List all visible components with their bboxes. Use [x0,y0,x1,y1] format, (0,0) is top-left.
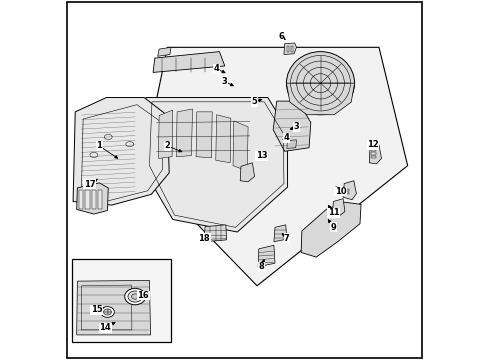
Text: 7: 7 [284,234,289,243]
Text: 6: 6 [278,32,284,41]
Text: 1: 1 [96,141,102,150]
Bar [72,259,171,342]
Bar [371,152,375,155]
Text: 12: 12 [366,140,378,149]
Polygon shape [284,43,296,54]
Text: 13: 13 [255,151,267,160]
Bar [98,190,102,209]
Text: 8: 8 [258,262,264,271]
Polygon shape [204,225,226,242]
Ellipse shape [286,51,354,115]
Ellipse shape [124,288,145,305]
Polygon shape [301,202,360,257]
Bar [290,46,292,52]
Text: 2: 2 [164,141,170,150]
Text: 10: 10 [334,187,346,196]
Text: 4: 4 [284,133,289,142]
Polygon shape [73,98,169,205]
Polygon shape [77,183,108,214]
Text: 16: 16 [137,291,149,300]
Ellipse shape [128,291,142,302]
Bar [345,192,348,194]
Polygon shape [233,121,247,171]
Ellipse shape [131,294,139,299]
Polygon shape [332,199,344,217]
Text: 3: 3 [293,122,299,131]
Text: 5: 5 [251,97,257,106]
Ellipse shape [101,307,114,318]
Bar [286,46,289,52]
Text: 15: 15 [91,305,102,314]
Polygon shape [368,145,381,164]
Polygon shape [153,51,224,72]
Polygon shape [258,245,274,267]
Polygon shape [158,47,171,56]
Polygon shape [273,225,286,242]
Bar [345,189,348,191]
Ellipse shape [103,309,111,315]
Bar [85,190,89,209]
Polygon shape [196,112,212,158]
Polygon shape [176,109,192,157]
Polygon shape [273,101,310,151]
Polygon shape [215,115,230,163]
Polygon shape [343,181,356,200]
Polygon shape [286,140,296,148]
Polygon shape [158,110,172,158]
Text: 17: 17 [83,180,95,189]
Polygon shape [142,47,407,286]
Text: 14: 14 [99,323,111,332]
Polygon shape [77,280,150,335]
Text: 4: 4 [213,64,219,73]
Bar [371,149,375,151]
Bar [92,190,96,209]
Text: 3: 3 [222,77,227,86]
Bar [371,156,375,158]
Text: 11: 11 [327,208,339,217]
Bar [79,190,83,209]
Text: 18: 18 [198,234,210,243]
Polygon shape [286,83,354,115]
Polygon shape [142,98,287,232]
Text: 9: 9 [330,223,336,232]
Polygon shape [240,163,254,182]
